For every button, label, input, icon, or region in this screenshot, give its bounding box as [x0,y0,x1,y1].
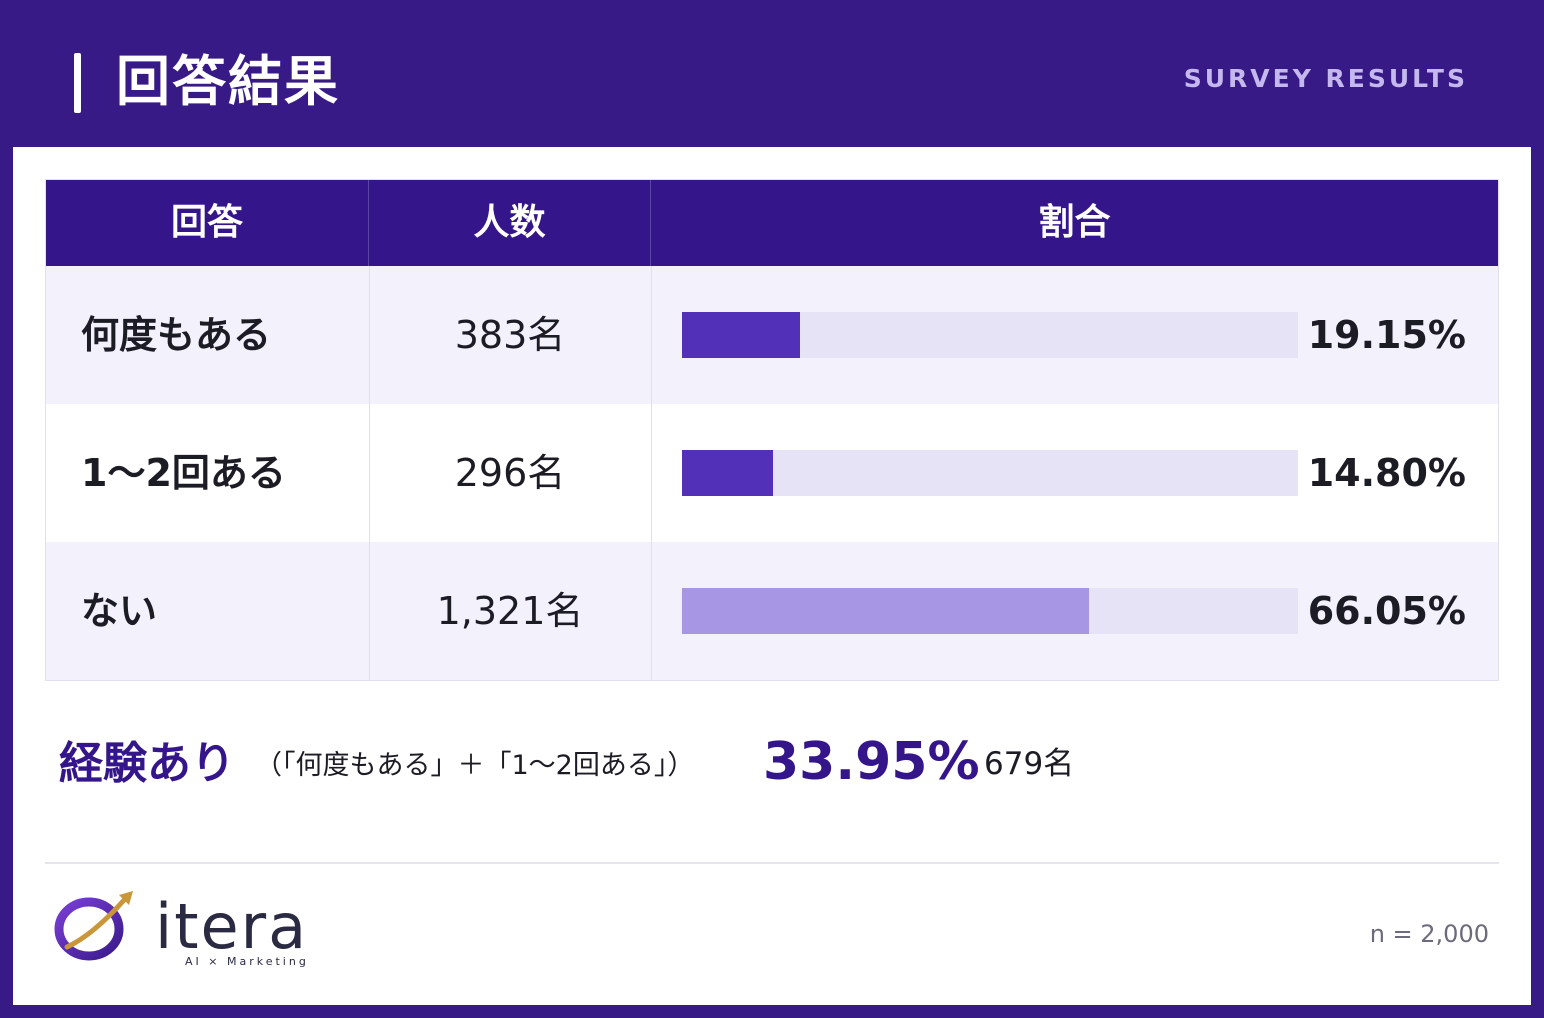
footer-divider [45,862,1499,864]
table-header: 回答 人数 割合 [46,180,1498,266]
bar-track [682,312,1298,358]
answer-label: 1〜2回ある [81,451,286,495]
column-divider [369,266,370,680]
bar-track [682,450,1298,496]
percent-label: 66.05% [1307,589,1466,633]
table-row: 何度もある 383名 19.15% [46,266,1498,404]
answer-count: 296名 [454,451,566,495]
column-header-count: 人数 [369,180,651,266]
summary: 経験あり （「何度もある」＋「1〜2回ある」） 33.95% 679名 [59,729,1459,799]
answer-count: 383名 [454,313,566,357]
summary-count: 679名 [984,746,1075,782]
bar-fill [682,588,1089,634]
results-card: 回答 人数 割合 何度もある 383名 19.15% 1〜2回ある 296名 1… [13,147,1531,1005]
itera-logo: itera AI × Marketing [53,889,343,973]
page-subtitle: SURVEY RESULTS [1183,64,1468,93]
page-title: 回答結果 [116,50,340,113]
answer-label: 何度もある [81,313,272,357]
table-row: 1〜2回ある 296名 14.80% [46,404,1498,542]
summary-percent: 33.95% [763,732,980,792]
header-accent-bar [74,53,81,113]
bar-fill [682,312,800,358]
logo-mark-icon [54,891,133,961]
table-row: ない 1,321名 66.05% [46,542,1498,680]
bar-fill [682,450,774,496]
results-table: 回答 人数 割合 何度もある 383名 19.15% 1〜2回ある 296名 1… [45,179,1499,681]
percent-label: 19.15% [1307,313,1466,357]
logo-tagline: AI × Marketing [185,955,309,968]
column-header-answer: 回答 [46,180,369,266]
sample-size: n = 2,000 [1369,920,1489,948]
answer-count: 1,321名 [436,589,584,633]
summary-label: 経験あり [59,738,235,789]
column-divider [651,266,652,680]
percent-label: 14.80% [1307,451,1466,495]
bar-track [682,588,1298,634]
answer-label: ない [81,589,158,633]
summary-note: （「何度もある」＋「1〜2回ある」） [255,750,695,781]
logo-wordmark: itera [155,890,309,963]
column-header-ratio: 割合 [1038,202,1111,243]
